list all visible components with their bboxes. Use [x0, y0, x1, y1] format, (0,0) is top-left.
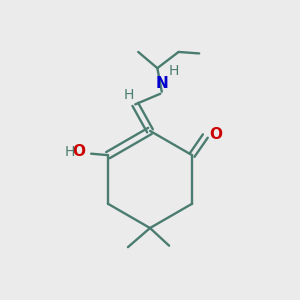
- Text: H: H: [124, 88, 134, 102]
- Text: O: O: [72, 144, 85, 159]
- Text: O: O: [209, 127, 222, 142]
- Text: H: H: [64, 145, 75, 159]
- Text: H: H: [169, 64, 179, 78]
- Text: N: N: [155, 76, 168, 91]
